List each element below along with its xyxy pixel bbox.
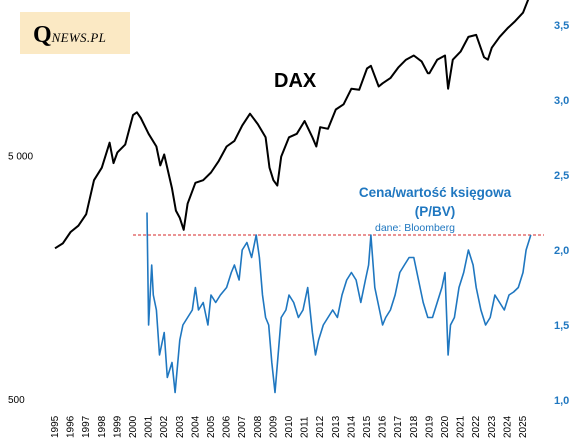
pbv-title-line2: (P/BV) bbox=[414, 204, 456, 219]
x-tick-2001: 2001 bbox=[144, 415, 155, 438]
x-tick-2004: 2004 bbox=[190, 415, 201, 438]
y-left-tick-500: 500 bbox=[8, 395, 25, 406]
logo-rest: NEWS.PL bbox=[51, 30, 107, 45]
x-tick-1996: 1996 bbox=[66, 415, 77, 438]
x-tick-2000: 2000 bbox=[128, 415, 139, 438]
y-right-tick-1-5: 1,5 bbox=[554, 320, 569, 332]
y-left-tick-5000: 5 000 bbox=[8, 152, 33, 163]
x-tick-2022: 2022 bbox=[471, 415, 482, 438]
x-tick-1995: 1995 bbox=[50, 415, 61, 438]
x-tick-2012: 2012 bbox=[315, 415, 326, 438]
pbv-series-line bbox=[146, 212, 532, 394]
x-tick-2013: 2013 bbox=[331, 415, 342, 438]
x-tick-2020: 2020 bbox=[440, 415, 451, 438]
x-tick-2018: 2018 bbox=[409, 415, 420, 438]
x-tick-2006: 2006 bbox=[222, 415, 233, 438]
pbv-source: dane: Bloomberg bbox=[375, 222, 455, 234]
x-tick-2007: 2007 bbox=[237, 415, 248, 438]
x-tick-2010: 2010 bbox=[284, 415, 295, 438]
x-tick-1997: 1997 bbox=[81, 415, 92, 438]
x-tick-2011: 2011 bbox=[300, 416, 311, 438]
x-tick-1999: 1999 bbox=[112, 415, 123, 438]
y-right-tick-2-5: 2,5 bbox=[554, 170, 569, 182]
x-tick-2016: 2016 bbox=[378, 415, 389, 438]
x-tick-2005: 2005 bbox=[206, 415, 217, 438]
y-right-tick-3-0: 3,0 bbox=[554, 95, 569, 107]
x-tick-2009: 2009 bbox=[268, 415, 279, 438]
x-tick-2002: 2002 bbox=[159, 415, 170, 438]
qnews-logo bbox=[20, 12, 130, 54]
dax-series-line bbox=[54, 0, 530, 250]
dax-title: DAX bbox=[274, 70, 317, 92]
y-right-tick-2-0: 2,0 bbox=[554, 245, 569, 257]
x-tick-2025: 2025 bbox=[518, 415, 529, 438]
logo-q: Q bbox=[33, 22, 52, 48]
x-tick-2015: 2015 bbox=[362, 415, 373, 438]
x-tick-2023: 2023 bbox=[487, 415, 498, 438]
x-tick-2014: 2014 bbox=[346, 415, 357, 438]
x-tick-2024: 2024 bbox=[502, 415, 513, 438]
qnews-logo-text: QNEWS.PL bbox=[33, 22, 106, 49]
x-tick-2017: 2017 bbox=[393, 415, 404, 438]
pbv-title: Cena/wartość księgowa (P/BV) bbox=[320, 183, 550, 221]
y-right-tick-3-5: 3,5 bbox=[554, 20, 569, 32]
y-right-tick-1-0: 1,0 bbox=[554, 395, 569, 407]
pbv-title-line1: Cena/wartość księgowa bbox=[358, 185, 512, 200]
x-tick-2008: 2008 bbox=[253, 415, 264, 438]
x-tick-2021: 2021 bbox=[456, 415, 467, 438]
x-tick-1998: 1998 bbox=[97, 415, 108, 438]
x-tick-2019: 2019 bbox=[424, 415, 435, 438]
x-tick-2003: 2003 bbox=[175, 415, 186, 438]
